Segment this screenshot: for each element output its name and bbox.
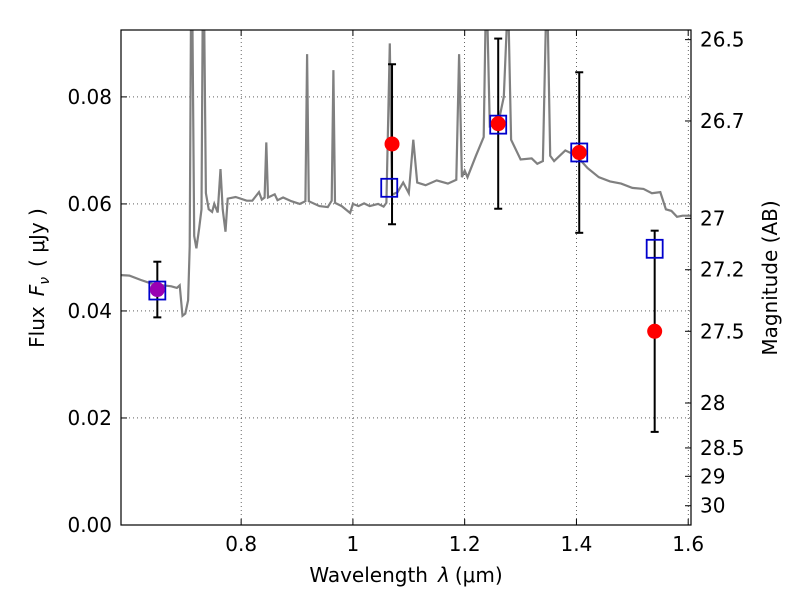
- observed-photometry-point: [571, 145, 587, 161]
- x-axis-label-symbol: λ: [437, 563, 450, 587]
- observed-photometry-point: [647, 323, 663, 339]
- y-axis-label-unit: ( μJy ): [25, 208, 49, 267]
- x-axis-label-prefix: Wavelength: [309, 563, 428, 587]
- y2-tick-label: 28: [700, 391, 725, 415]
- x-tick-label: 1: [347, 532, 360, 556]
- y2-tick-label: 27.5: [700, 319, 745, 343]
- x-tick-label: 1.2: [449, 532, 481, 556]
- model-spectrum: [121, 30, 691, 318]
- y2-tick-label: 27: [700, 206, 725, 230]
- y-tick-label: 0.02: [67, 406, 112, 430]
- y2-tick-label: 27.2: [700, 258, 745, 282]
- y2-tick-label: 26.7: [700, 109, 745, 133]
- observed-photometry-point: [384, 136, 400, 152]
- x-tick-label: 0.8: [225, 532, 257, 556]
- observed-photometry-point: [490, 116, 506, 132]
- y2-tick-label: 29: [700, 464, 725, 488]
- observed-photometry-markers: [149, 116, 663, 339]
- y2-tick-label: 26.5: [700, 28, 745, 52]
- y-tick-label: 0.04: [67, 299, 112, 323]
- x-tick-label: 1.4: [561, 532, 593, 556]
- y-tick-label: 0.06: [67, 192, 112, 216]
- model-photometry-square: [380, 177, 399, 198]
- model-photometry-square: [570, 142, 589, 163]
- axis-ticks: [121, 30, 691, 526]
- model-photometry-square: [148, 280, 167, 301]
- y2-tick-label: 30: [700, 494, 725, 518]
- x-axis-label-unit: (μm): [455, 563, 503, 587]
- model-photometry-square: [645, 238, 664, 259]
- tick-labels: 0.8 1 1.2 1.4 1.6 0.00 0.02 0.04 0.06 0.08 26.5 26.…: [67, 28, 744, 556]
- y2-axis-label: Magnitude (AB): [758, 200, 782, 355]
- y-axis-label-prefix: Flux: [25, 306, 49, 348]
- y-tick-label: 0.08: [67, 85, 112, 109]
- model-photometry-square: [489, 114, 508, 135]
- x-tick-label: 1.6: [672, 532, 704, 556]
- plot-background: [121, 30, 691, 525]
- grid-lines: [121, 30, 691, 525]
- y2-tick-label: 28.5: [700, 436, 745, 460]
- model-photometry-markers: [148, 114, 664, 301]
- observed-photometry-point: [149, 282, 165, 298]
- y-axis-label-symbol: F: [25, 284, 49, 296]
- y-tick-label: 0.00: [67, 513, 112, 537]
- y-axis-label: Flux Fν ( μJy ): [25, 208, 53, 348]
- y-axis-label-subscript: ν: [37, 277, 53, 285]
- x-axis-label: Wavelength λ (μm): [309, 563, 502, 587]
- spectrum-line: [121, 30, 691, 318]
- plot-frame: [120, 29, 692, 526]
